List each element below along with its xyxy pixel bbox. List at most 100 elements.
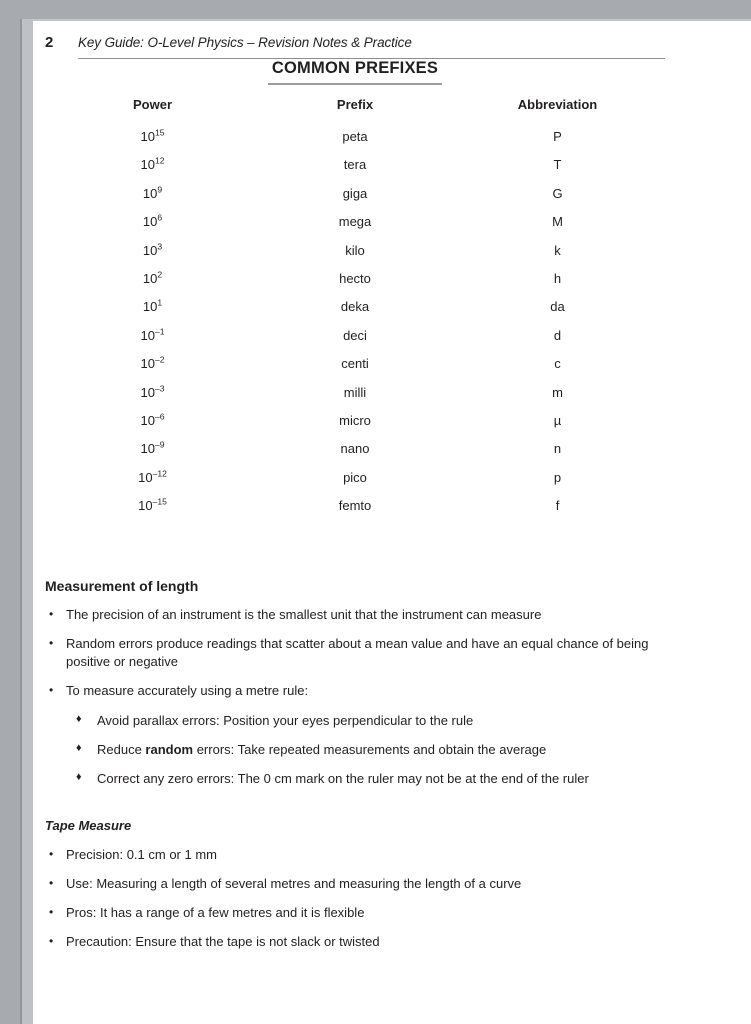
cell-prefix: peta [342, 129, 368, 144]
list-item-text: To measure accurately using a metre rule… [66, 682, 309, 698]
cell-abbreviation: da [550, 299, 565, 315]
cell-prefix: femto [338, 498, 372, 514]
cell-prefix: milli [343, 384, 367, 400]
bullet-icon: • [49, 875, 54, 890]
column-header-prefix: Prefix [336, 97, 374, 112]
tape-measure-section: Tape Measure • Precision: 0.1 cm or 1 mm… [45, 818, 665, 962]
sub-list-item: ♦ Reduce random errors: Take repeated me… [75, 741, 665, 759]
table-body: 1015 peta P 1012 tera T 109 giga G 106 mega M 103 kil… [45, 128, 665, 527]
bullet-icon: • [49, 635, 54, 650]
cell-power: 1012 [140, 156, 165, 173]
metre-rule-sub-list: ♦ Avoid parallax errors: Position your e… [66, 712, 665, 788]
cell-prefix: kilo [345, 242, 365, 258]
cell-abbreviation: P [553, 129, 562, 144]
cell-abbreviation: p [553, 469, 562, 485]
cell-prefix: mega [338, 214, 372, 230]
list-item-text: Use: Measuring a length of several metre… [66, 875, 522, 891]
cell-abbreviation: T [553, 157, 562, 173]
cell-prefix: giga [342, 185, 368, 201]
list-item-text: The precision of an instrument is the sm… [66, 607, 542, 622]
diamond-bullet-icon: ♦ [76, 712, 82, 725]
list-item: • To measure accurately using a metre ru… [45, 682, 665, 788]
cell-abbreviation: h [553, 270, 562, 286]
cell-abbreviation: m [552, 384, 563, 400]
measurement-of-length-section: Measurement of length • The precision of… [45, 578, 665, 799]
cell-prefix: deka [340, 299, 370, 315]
list-item-text: Precaution: Ensure that the tape is not … [66, 933, 380, 949]
table-row: 10–9 nano n [45, 439, 665, 470]
cell-prefix: micro [339, 412, 371, 428]
cell-prefix: hecto [339, 270, 371, 286]
cell-abbreviation: n [553, 441, 562, 457]
diamond-bullet-icon: ♦ [76, 741, 82, 754]
cell-prefix: nano [340, 441, 370, 457]
list-item: • Use: Measuring a length of several met… [45, 875, 665, 893]
table-row: 10–1 deci d [45, 327, 665, 357]
sub-list-item: ♦ Correct any zero errors: The 0 cm mark… [75, 770, 665, 788]
cell-power: 101 [142, 298, 163, 315]
cell-abbreviation: c [554, 356, 561, 372]
table-row: 106 mega M [45, 212, 665, 243]
table-header-row: Power Prefix Abbreviation [45, 97, 665, 130]
bullet-icon: • [49, 847, 54, 861]
section-heading-measurement: Measurement of length [45, 578, 199, 594]
running-head-rule: Key Guide: O-Level Physics – Revision No… [78, 34, 665, 59]
page-binding-inner-margin [22, 19, 33, 1024]
list-item: • Precision: 0.1 cm or 1 mm [45, 846, 665, 864]
tape-measure-bullet-list: • Precision: 0.1 cm or 1 mm • Use: Measu… [45, 846, 665, 951]
table-row: 109 giga G [45, 184, 665, 215]
cell-power: 102 [142, 269, 163, 286]
table-row: 1015 peta P [45, 128, 665, 158]
cell-abbreviation: d [553, 327, 562, 343]
bullet-icon: • [49, 904, 54, 919]
cell-power: 10–12 [138, 468, 167, 485]
page-binding-rule [20, 19, 22, 1024]
page-title: COMMON PREFIXES [267, 59, 443, 85]
list-item: • The precision of an instrument is the … [45, 606, 665, 624]
table-row: 101 deka da [45, 298, 665, 328]
cell-power: 103 [142, 241, 163, 258]
list-item: • Precaution: Ensure that the tape is no… [45, 933, 665, 951]
column-header-abbreviation: Abbreviation [517, 97, 598, 112]
section-title-container: COMMON PREFIXES [45, 59, 665, 85]
table-row: 10–3 milli m [45, 383, 665, 414]
table-row: 103 kilo k [45, 241, 665, 272]
cell-prefix: deci [343, 327, 367, 343]
sub-list-item-text: Correct any zero errors: The 0 cm mark o… [97, 770, 589, 786]
table-row: 10–6 micro µ [45, 412, 665, 442]
cell-prefix: tera [343, 157, 367, 173]
cell-power: 10–15 [138, 496, 167, 514]
cell-abbreviation: k [554, 242, 561, 258]
cell-power: 10–2 [140, 354, 165, 372]
table-row: 10–12 pico p [45, 468, 665, 499]
list-item-text: Random errors produce readings that scat… [66, 635, 649, 669]
cell-prefix: pico [343, 469, 367, 485]
cell-power: 10–3 [140, 383, 165, 400]
list-item-text: Precision: 0.1 cm or 1 mm [66, 847, 217, 862]
page-number: 2 [45, 34, 54, 51]
bullet-icon: • [49, 933, 54, 948]
table-row: 10–15 femto f [45, 496, 665, 527]
table-row: 10–2 centi c [45, 354, 665, 385]
cell-abbreviation: µ [553, 412, 562, 428]
list-item: • Pros: It has a range of a few metres a… [45, 904, 665, 922]
list-item: • Random errors produce readings that sc… [45, 635, 665, 671]
sub-list-item: ♦ Avoid parallax errors: Position your e… [75, 712, 665, 730]
bullet-icon: • [49, 682, 54, 697]
cell-power: 109 [142, 184, 163, 201]
running-head: 2 Key Guide: O-Level Physics – Revision … [45, 34, 665, 59]
measurement-bullet-list: • The precision of an instrument is the … [45, 606, 665, 788]
cell-abbreviation: G [552, 185, 563, 201]
diamond-bullet-icon: ♦ [76, 770, 82, 783]
cell-power: 106 [142, 212, 163, 230]
cell-prefix: centi [341, 356, 369, 372]
common-prefixes-table: Power Prefix Abbreviation 1015 peta P 1012 t… [45, 97, 665, 527]
page-top-band [0, 0, 751, 19]
cell-abbreviation: f [555, 498, 560, 514]
list-item-text: Pros: It has a range of a few metres and… [66, 904, 365, 920]
column-header-power: Power [132, 97, 172, 112]
table-row: 102 hecto h [45, 269, 665, 300]
running-head-title: Key Guide: O-Level Physics – Revision No… [78, 35, 412, 50]
cell-power: 10–9 [140, 439, 165, 457]
table-row: 1012 tera T [45, 156, 665, 186]
